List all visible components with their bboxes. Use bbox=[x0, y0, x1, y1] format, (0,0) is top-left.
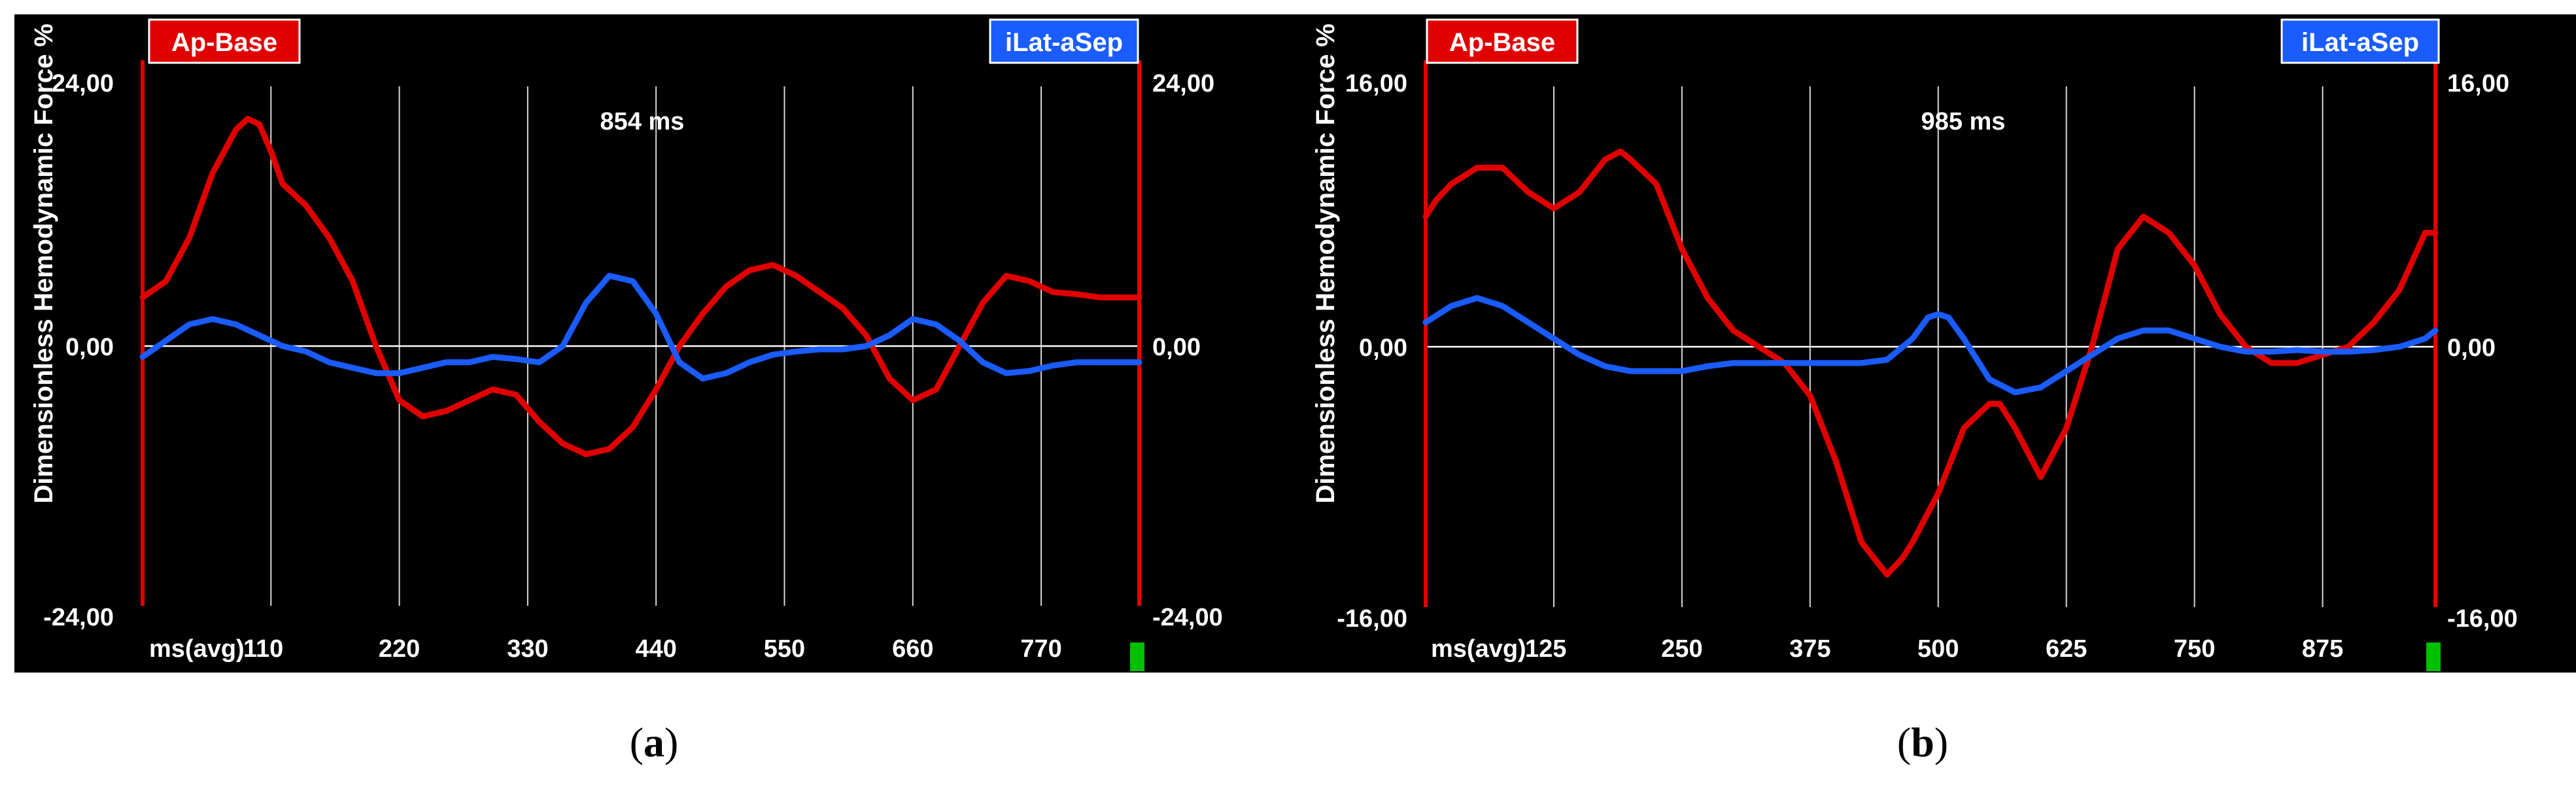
y-tick-left-1: 0,00 bbox=[65, 334, 114, 361]
series-line-ap-base bbox=[1422, 149, 2439, 578]
y-tick-right-2: -16,00 bbox=[2447, 605, 2518, 633]
legend-label-ap-base: Ap-Base bbox=[171, 28, 277, 57]
y-tick-left-0: 16,00 bbox=[1345, 70, 1407, 97]
x-tick-2: 375 bbox=[1789, 635, 1830, 663]
series-line-ap-base bbox=[139, 116, 1142, 457]
y-tick-right-0: 24,00 bbox=[1152, 70, 1214, 97]
x-tick-4: 550 bbox=[764, 635, 805, 663]
series-line-ilat-asep bbox=[139, 273, 1142, 382]
y-axis-label: Dimensionless Hemodynamic Force % bbox=[1311, 24, 1340, 504]
x-tick-0: 110 bbox=[243, 635, 283, 663]
legend-box-ap-base bbox=[1426, 18, 1579, 64]
x-tick-6: 875 bbox=[2302, 635, 2343, 663]
legend-box-ilat-asep bbox=[989, 18, 1139, 64]
y-tick-right-1: 0,00 bbox=[2447, 334, 2496, 362]
duration-label: 985 ms bbox=[1921, 108, 2006, 135]
legend-label-ilat-asep: iLat-aSep bbox=[1005, 28, 1123, 57]
caption-a: (a) bbox=[629, 719, 679, 765]
x-tick-2: 330 bbox=[507, 635, 548, 663]
chart-svg-b: 16,00 0,00 -16,00 16,00 0,00 -16,00 ms(avg)125… bbox=[1311, 18, 2518, 671]
duration-label: 854 ms bbox=[600, 108, 685, 135]
y-tick-left-2: -24,00 bbox=[43, 604, 114, 631]
x-tick-0: 125 bbox=[1525, 635, 1566, 663]
y-tick-left-2: -16,00 bbox=[1337, 605, 1407, 633]
y-tick-right-0: 16,00 bbox=[2447, 70, 2509, 97]
status-indicator bbox=[1130, 642, 1144, 671]
x-tick-6: 770 bbox=[1020, 635, 1061, 663]
y-axis-label: Dimensionless Hemodynamic Force % bbox=[29, 24, 58, 504]
x-axis-prefix: ms(avg) bbox=[149, 635, 245, 663]
x-tick-1: 250 bbox=[1661, 635, 1702, 663]
series-line-ilat-asep bbox=[1422, 294, 2439, 396]
x-tick-4: 625 bbox=[2046, 635, 2087, 663]
status-indicator bbox=[2426, 642, 2441, 671]
x-axis-prefix: ms(avg) bbox=[1431, 635, 1526, 663]
y-tick-left-1: 0,00 bbox=[1359, 334, 1407, 362]
y-tick-left-0: 24,00 bbox=[52, 70, 114, 97]
chart-panel-a: 24,00 0,00 -24,00 24,00 0,00 -24,00 ms(avg) 110… bbox=[14, 14, 1297, 673]
y-tick-right-2: -24,00 bbox=[1152, 604, 1223, 631]
chart-svg-a: 24,00 0,00 -24,00 24,00 0,00 -24,00 ms(avg)110… bbox=[29, 18, 1223, 671]
legend-label-ap-base: Ap-Base bbox=[1449, 28, 1555, 57]
x-tick-3: 500 bbox=[1917, 635, 1959, 663]
x-tick-5: 750 bbox=[2174, 635, 2215, 663]
x-tick-5: 660 bbox=[892, 635, 933, 663]
y-tick-right-1: 0,00 bbox=[1152, 334, 1201, 361]
caption-b: (b) bbox=[1897, 719, 1949, 765]
x-tick-3: 440 bbox=[635, 635, 676, 663]
legend-label-ilat-asep: iLat-aSep bbox=[2301, 28, 2419, 57]
legend-box-ap-base bbox=[148, 18, 301, 64]
legend-box-ilat-asep bbox=[2280, 18, 2440, 64]
chart-panel-b: 16,00 0,00 -16,00 16,00 0,00 -16,00 ms(avg) 125… bbox=[1296, 14, 2576, 673]
x-tick-1: 220 bbox=[379, 635, 420, 663]
